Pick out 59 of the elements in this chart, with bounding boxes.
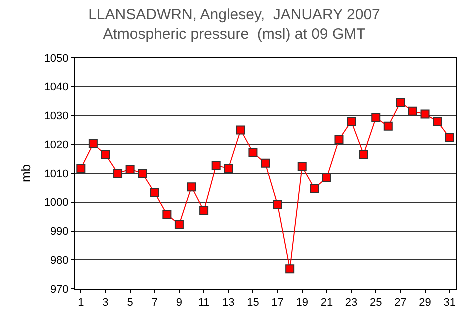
y-tick-label: 1030 [44,110,69,123]
x-tick-label: 13 [222,297,235,310]
x-tick-label: 9 [176,297,183,310]
x-tick-label: 27 [394,297,407,310]
point [101,150,110,160]
x-tick-label: 21 [320,297,334,310]
y-tick-label: 1020 [44,139,69,152]
x-tick-label: 19 [296,297,308,310]
x-tick-label: 23 [345,297,358,310]
point [420,110,430,119]
x-tick-label: 7 [152,297,158,310]
point [445,133,454,142]
x-tick-label: 11 [198,297,210,310]
point [261,158,270,168]
x-tick-label: 25 [370,297,382,310]
y-tick-label: 990 [50,226,69,238]
y-axis-title: mb [18,164,34,183]
y-tick-label: 980 [50,254,69,267]
x-tick-label: 31 [444,297,456,310]
point [286,264,295,274]
point [347,117,356,126]
point [114,169,123,178]
point [408,106,418,116]
point [334,135,344,144]
point [88,140,98,149]
point [224,164,234,174]
point [236,126,246,135]
point [359,150,368,159]
point [126,164,135,174]
point [384,122,393,131]
point [322,173,332,182]
point [396,98,406,107]
point [273,200,282,210]
point [174,220,184,230]
point [162,210,172,220]
y-tick-label: 970 [50,284,69,296]
x-tick-label: 15 [247,297,260,310]
y-tick-label: 1010 [44,168,69,180]
x-tick-label: 1 [78,297,84,310]
x-tick-label: 5 [127,297,134,310]
point [248,148,258,158]
point [200,206,209,216]
x-tick-label: 29 [419,297,432,310]
y-tick-label: 1050 [44,52,69,65]
x-tick-label: 17 [272,297,284,310]
point [150,188,160,198]
point [76,164,86,174]
y-tick-label: 1000 [44,197,69,210]
x-tick-label: 3 [102,297,109,310]
point [298,162,307,172]
point [212,161,221,170]
point [433,117,442,126]
chart-title: LLANSADWRN, Anglesey, JANUARY 2007 [88,6,380,24]
point [310,184,320,194]
chart-subtitle: Atmospheric pressure (msl) at 09 GMT [103,26,366,43]
point [138,169,148,178]
point [187,182,196,192]
y-tick-label: 1040 [44,82,69,94]
point [372,114,381,123]
